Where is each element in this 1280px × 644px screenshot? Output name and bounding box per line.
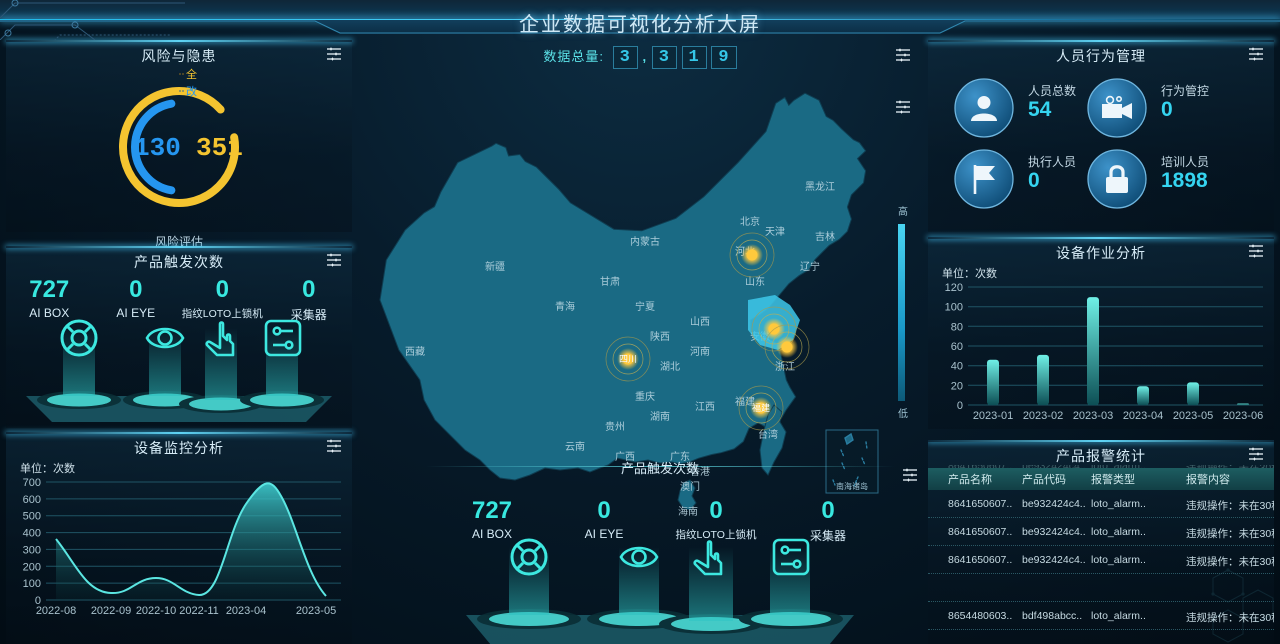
svg-text:2023-04: 2023-04: [1123, 410, 1163, 419]
svg-text:0: 0: [957, 400, 963, 412]
svg-text:青海: 青海: [555, 300, 575, 313]
svg-text:80: 80: [951, 321, 963, 333]
svg-text:新疆: 新疆: [485, 260, 505, 273]
svg-text:河南: 河南: [690, 345, 710, 358]
svg-text:20: 20: [951, 380, 963, 392]
svg-text:内蒙古: 内蒙古: [630, 235, 660, 248]
svg-text:重庆: 重庆: [635, 390, 655, 403]
svg-text:湖北: 湖北: [660, 361, 680, 373]
svg-text:北京: 北京: [740, 215, 760, 228]
svg-text:120: 120: [945, 282, 963, 294]
svg-text:2023-01: 2023-01: [973, 410, 1013, 419]
svg-text:陕西: 陕西: [650, 330, 670, 343]
svg-text:湖南: 湖南: [650, 410, 670, 423]
svg-text:2023-02: 2023-02: [1023, 410, 1063, 419]
svg-text:2023-03: 2023-03: [1073, 410, 1113, 419]
svg-text:贵州: 贵州: [605, 420, 625, 433]
svg-text:2023-05: 2023-05: [1173, 410, 1213, 419]
svg-text:2023-06: 2023-06: [1223, 410, 1263, 419]
svg-text:黑龙江: 黑龙江: [805, 180, 835, 193]
svg-text:西藏: 西藏: [405, 346, 425, 358]
svg-text:天津: 天津: [765, 226, 785, 238]
svg-text:四川: 四川: [619, 354, 637, 364]
svg-text:山西: 山西: [690, 316, 710, 328]
svg-text:宁夏: 宁夏: [635, 300, 655, 313]
svg-text:江西: 江西: [695, 401, 715, 413]
svg-text:40: 40: [951, 361, 963, 373]
svg-text:甘肃: 甘肃: [600, 275, 620, 288]
svg-text:100: 100: [945, 302, 963, 314]
svg-text:辽宁: 辽宁: [800, 260, 820, 273]
svg-text:福建: 福建: [752, 402, 770, 413]
svg-text:吉林: 吉林: [815, 230, 835, 243]
svg-text:南海诸岛: 南海诸岛: [836, 481, 868, 491]
svg-text:云南: 云南: [565, 440, 585, 453]
svg-text:澳门: 澳门: [680, 480, 700, 493]
svg-text:60: 60: [951, 341, 963, 353]
